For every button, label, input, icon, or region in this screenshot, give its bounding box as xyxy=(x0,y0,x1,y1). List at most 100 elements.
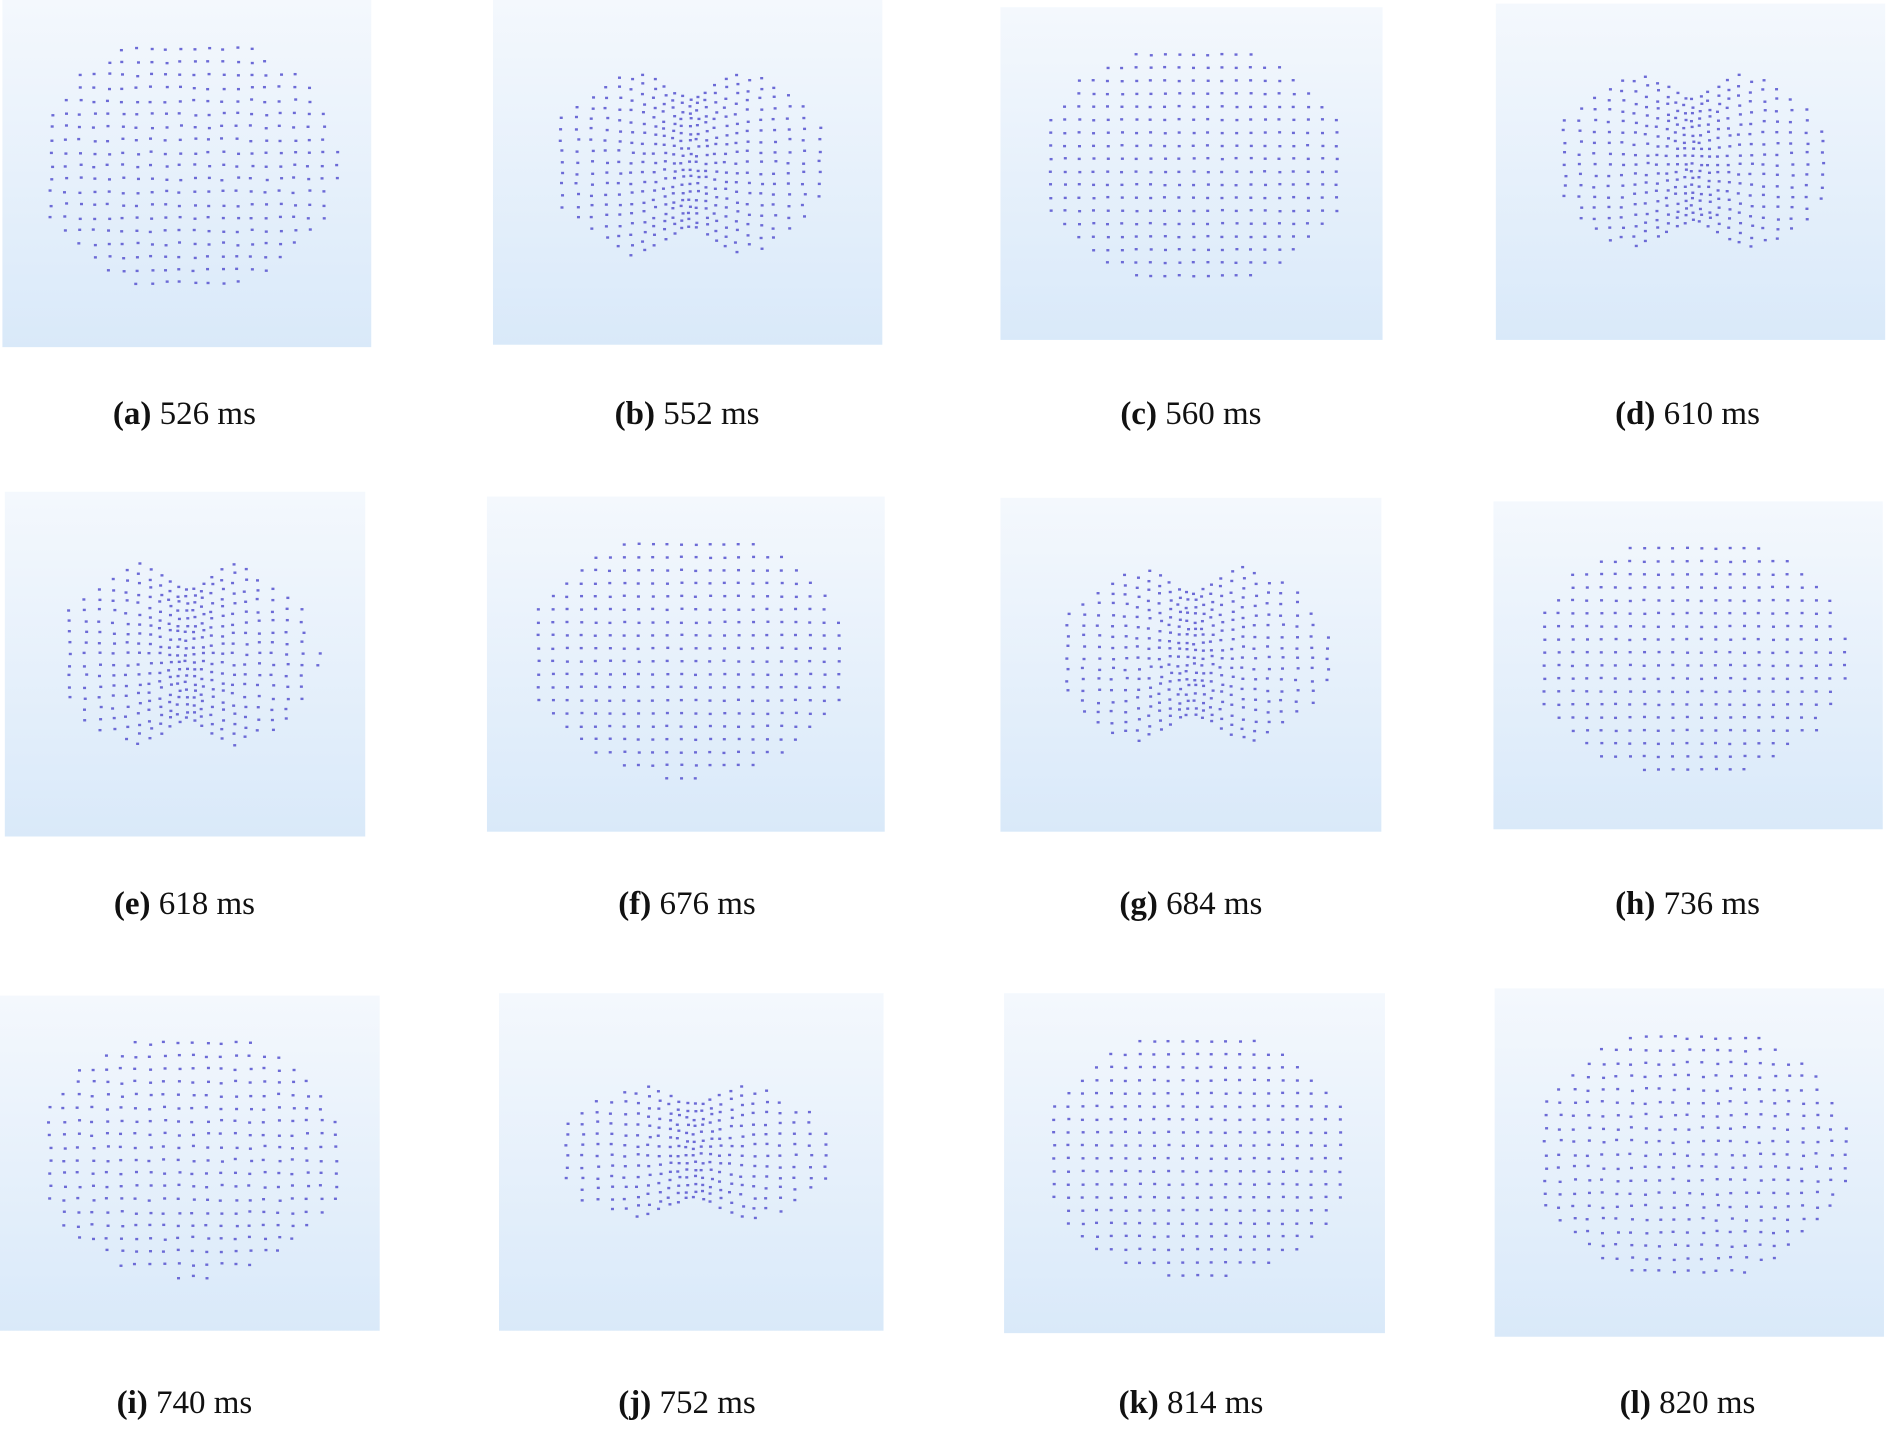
point xyxy=(1306,182,1310,186)
point xyxy=(1263,131,1267,134)
point xyxy=(637,1164,641,1167)
point xyxy=(165,280,169,283)
point xyxy=(1742,1088,1746,1091)
point xyxy=(705,139,709,142)
point xyxy=(1713,741,1717,745)
point xyxy=(163,1054,167,1058)
point xyxy=(1123,1092,1127,1095)
point xyxy=(233,1237,237,1241)
point xyxy=(263,100,267,104)
point xyxy=(1750,111,1754,114)
point xyxy=(177,1080,181,1083)
point xyxy=(708,763,712,767)
point xyxy=(192,637,196,640)
point xyxy=(1278,261,1282,264)
point xyxy=(1717,1102,1721,1105)
point xyxy=(1657,1191,1661,1194)
point xyxy=(299,674,303,677)
point xyxy=(1814,612,1818,616)
point xyxy=(1742,560,1746,563)
point xyxy=(745,203,749,206)
point xyxy=(126,664,130,667)
point xyxy=(1672,1063,1676,1066)
point xyxy=(730,1182,734,1185)
point xyxy=(1263,196,1267,200)
point xyxy=(651,685,655,689)
point xyxy=(210,575,214,579)
point xyxy=(185,609,189,612)
point xyxy=(1786,690,1790,694)
point xyxy=(591,160,595,163)
point xyxy=(1309,1144,1313,1147)
point xyxy=(659,1172,663,1176)
point xyxy=(1671,716,1675,720)
point xyxy=(566,1154,570,1157)
point xyxy=(48,1105,52,1109)
point xyxy=(735,190,739,193)
point xyxy=(1123,584,1127,587)
point xyxy=(176,645,180,648)
point xyxy=(163,152,167,156)
point xyxy=(1163,105,1167,109)
point xyxy=(636,725,640,728)
point xyxy=(178,60,182,63)
point xyxy=(1674,101,1678,104)
point xyxy=(220,1183,224,1187)
panel-time: 814 ms xyxy=(1167,1385,1264,1422)
point xyxy=(1644,1061,1648,1064)
point xyxy=(1785,729,1789,732)
point xyxy=(704,199,708,203)
point xyxy=(148,616,152,619)
point xyxy=(176,1041,180,1045)
point xyxy=(232,704,236,707)
point xyxy=(1762,143,1766,146)
point xyxy=(163,1067,167,1070)
point xyxy=(736,82,740,86)
point xyxy=(111,599,115,602)
point xyxy=(654,125,658,128)
point xyxy=(293,72,297,76)
point xyxy=(1743,624,1747,628)
point xyxy=(774,160,778,163)
point xyxy=(1558,1101,1562,1104)
point xyxy=(1642,573,1646,576)
point xyxy=(1574,1178,1578,1181)
point xyxy=(1607,174,1611,178)
point xyxy=(1772,1244,1776,1248)
point xyxy=(1814,690,1818,693)
point xyxy=(1152,1209,1156,1212)
point xyxy=(694,764,698,767)
point xyxy=(1621,110,1625,113)
point xyxy=(1606,184,1610,188)
point xyxy=(178,215,182,219)
point xyxy=(753,1092,757,1095)
point xyxy=(1254,708,1258,712)
point xyxy=(1685,207,1689,210)
point xyxy=(67,673,71,677)
point xyxy=(631,244,635,247)
point xyxy=(210,670,214,674)
point xyxy=(1263,66,1267,69)
point xyxy=(593,582,597,586)
point xyxy=(1758,1076,1762,1079)
point xyxy=(712,152,716,156)
point xyxy=(306,125,310,128)
point xyxy=(1181,1157,1185,1160)
point xyxy=(1714,1219,1718,1222)
point xyxy=(1253,687,1257,691)
point xyxy=(1799,651,1803,655)
point xyxy=(695,221,699,225)
point xyxy=(708,1098,712,1101)
point xyxy=(192,653,196,656)
point xyxy=(745,108,749,111)
point xyxy=(560,161,564,164)
point xyxy=(1135,606,1139,609)
point xyxy=(1065,624,1069,627)
point xyxy=(723,620,727,623)
point xyxy=(1106,118,1110,122)
point xyxy=(1209,592,1213,595)
point xyxy=(219,1042,223,1046)
point xyxy=(1192,656,1196,660)
point xyxy=(1234,92,1238,95)
point xyxy=(221,255,225,258)
